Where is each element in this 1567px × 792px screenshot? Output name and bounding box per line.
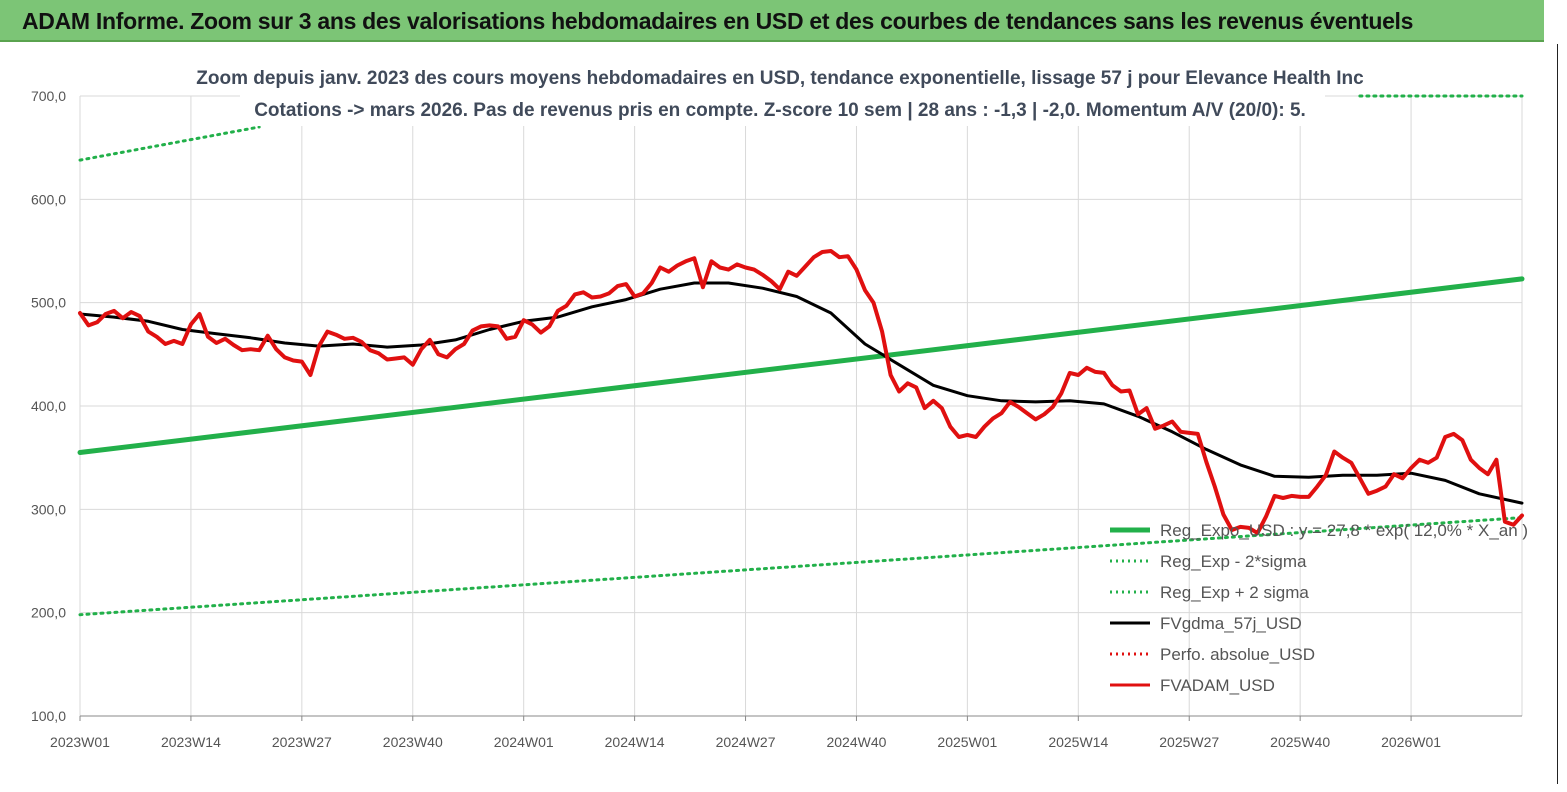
gridlines: [79, 95, 1523, 717]
series-line: [78, 281, 1524, 505]
legend-label: Reg_Expo_USD : y = 27,8 * exp( 12,0% * X…: [1160, 521, 1528, 540]
chart-title-block: Zoom depuis janv. 2023 des cours moyens …: [196, 62, 1364, 126]
y-tick-label: 200,0: [31, 605, 66, 621]
y-tick-label: 100,0: [31, 708, 66, 724]
x-tick-label: 2025W01: [937, 734, 997, 750]
x-tick-label: 2023W01: [50, 734, 110, 750]
report-title: ADAM Informe. Zoom sur 3 ans des valoris…: [22, 8, 1414, 34]
x-tick-label: 2025W14: [1048, 734, 1108, 750]
x-tick-label: 2024W01: [494, 734, 554, 750]
legend-label: FVgdma_57j_USD: [1160, 614, 1302, 633]
series-line: [77, 276, 1525, 455]
x-tick-label: 2025W40: [1270, 734, 1330, 750]
x-tick-label: 2024W27: [716, 734, 776, 750]
axes: 100,0 200,0 300,0 400,0 500,0 600,0 700,0 2023W…: [31, 88, 1522, 750]
y-tick-label: 400,0: [31, 398, 66, 414]
y-tick-label: 700,0: [31, 88, 66, 104]
x-tick-label: 2026W01: [1381, 734, 1441, 750]
series-line: [78, 249, 1524, 536]
series-lines: [77, 94, 1525, 617]
report-banner: ADAM Informe. Zoom sur 3 ans des valoris…: [0, 0, 1544, 42]
y-tick-label: 600,0: [31, 191, 66, 207]
legend-label: Perfo. absolue_USD: [1160, 645, 1315, 664]
frame-right-border: [1557, 44, 1558, 784]
chart-title-line-2: Cotations -> mars 2026. Pas de revenus p…: [254, 100, 1306, 121]
x-tick-label: 2023W14: [161, 734, 221, 750]
y-tick-label: 300,0: [31, 501, 66, 517]
x-tick-label: 2024W40: [826, 734, 886, 750]
legend: Reg_Expo_USD : y = 27,8 * exp( 12,0% * X…: [1110, 521, 1528, 695]
chart-title-line-1: Zoom depuis janv. 2023 des cours moyens …: [196, 68, 1364, 89]
x-tick-label: 2025W27: [1159, 734, 1219, 750]
legend-label: Reg_Exp + 2 sigma: [1160, 583, 1309, 602]
x-tick-label: 2023W40: [383, 734, 443, 750]
legend-label: FVADAM_USD: [1160, 676, 1275, 695]
x-tick-label: 2023W27: [272, 734, 332, 750]
y-tick-label: 500,0: [31, 295, 66, 311]
legend-label: Reg_Exp - 2*sigma: [1160, 552, 1307, 571]
series-line: [78, 516, 1524, 617]
series-line: [78, 125, 261, 162]
chart-title-background: [240, 62, 1325, 126]
x-tick-label: 2024W14: [605, 734, 665, 750]
